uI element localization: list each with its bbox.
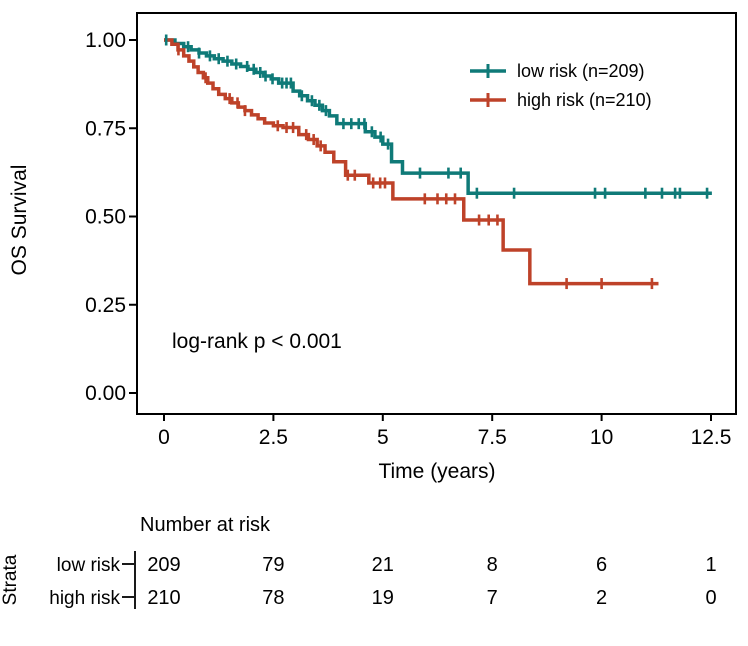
y-axis: 0.00 0.25 0.50 0.75 1.00 xyxy=(85,29,136,405)
risk-table-rows: low risk 209 79 21 8 6 1 high risk 210 78 19 7 2 0 xyxy=(49,554,716,609)
risk-value: 210 xyxy=(147,587,180,609)
y-tick-label: 1.00 xyxy=(85,29,126,52)
risk-value: 2 xyxy=(596,587,607,609)
x-tick-label: 10 xyxy=(590,426,613,449)
y-tick-label: 0.50 xyxy=(85,206,126,229)
censor-marks xyxy=(164,34,709,290)
risk-value: 8 xyxy=(487,554,498,576)
x-tick-label: 2.5 xyxy=(259,426,288,449)
risk-table: Number at risk Strata low risk 209 79 21 8 6 1… xyxy=(0,514,717,609)
legend: low risk (n=209) high risk (n=210) xyxy=(470,61,652,110)
x-tick-label: 5 xyxy=(377,426,389,449)
risk-table-title: Number at risk xyxy=(140,514,271,536)
survival-curves xyxy=(164,38,712,286)
risk-value: 1 xyxy=(705,554,716,576)
plot-panel-border xyxy=(136,12,737,415)
x-tick-label: 12.5 xyxy=(691,426,732,449)
legend-entry-low-risk: low risk (n=209) xyxy=(470,61,645,81)
risk-value: 209 xyxy=(147,554,180,576)
y-tick-label: 0.00 xyxy=(85,382,126,405)
y-tick-label: 0.75 xyxy=(85,117,126,140)
y-axis-title: OS Survival xyxy=(8,165,31,276)
risk-table-axis-label: Strata xyxy=(0,554,21,605)
legend-label-low: low risk (n=209) xyxy=(517,61,645,81)
risk-row-label: high risk xyxy=(49,588,120,609)
risk-value: 7 xyxy=(487,587,498,609)
x-tick-label: 0 xyxy=(158,426,170,449)
x-tick-label: 7.5 xyxy=(478,426,507,449)
survival-curve xyxy=(164,38,712,195)
risk-row-label: low risk xyxy=(57,555,121,576)
legend-label-high: high risk (n=210) xyxy=(517,90,652,110)
y-tick-label: 0.25 xyxy=(85,294,126,317)
risk-value: 79 xyxy=(262,554,284,576)
risk-value: 21 xyxy=(372,554,394,576)
x-axis-title: Time (years) xyxy=(378,460,495,483)
legend-entry-high-risk: high risk (n=210) xyxy=(470,90,652,110)
risk-value: 78 xyxy=(262,587,284,609)
risk-value: 6 xyxy=(596,554,607,576)
x-axis: 0 2.5 5 7.5 10 12.5 xyxy=(158,414,731,449)
survival-curve xyxy=(164,38,659,286)
logrank-annotation: log-rank p < 0.001 xyxy=(172,330,342,353)
risk-value: 0 xyxy=(705,587,716,609)
risk-value: 19 xyxy=(372,587,394,609)
